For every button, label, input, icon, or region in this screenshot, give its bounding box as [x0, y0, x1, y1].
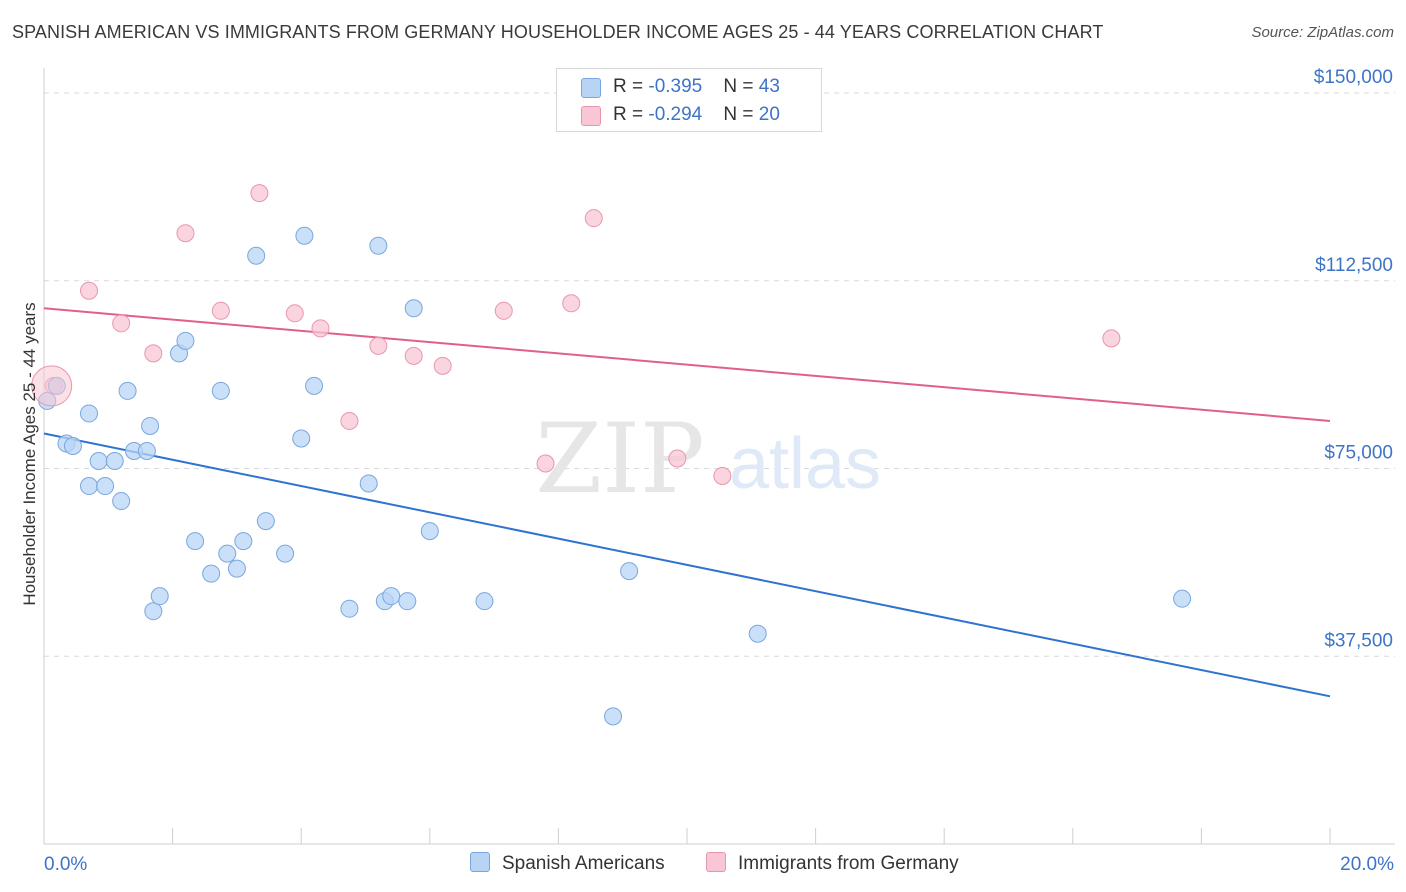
point-spanish-americans — [89, 452, 108, 470]
point-spanish-americans — [118, 381, 137, 400]
point-spanish-americans — [398, 592, 417, 611]
point-spanish-americans — [748, 624, 767, 643]
point-spanish-americans — [202, 564, 221, 583]
y-tick-label: $112,500 — [1315, 255, 1393, 276]
point-immigrants-germany — [713, 467, 732, 486]
point-spanish-americans — [369, 236, 388, 255]
bottom-legend-swatch-pink — [706, 852, 726, 872]
point-spanish-americans — [96, 477, 115, 496]
x-tick-label-min: 0.0% — [44, 854, 87, 875]
legend-text-pink: R = -0.294 N = 20 — [613, 104, 780, 125]
legend-r-value-blue: -0.395 — [648, 76, 703, 97]
point-immigrants-germany — [584, 209, 603, 228]
point-immigrants-germany — [433, 356, 452, 375]
point-spanish-americans — [340, 599, 359, 618]
point-immigrants-germany — [211, 301, 230, 320]
x-tick-label-max: 20.0% — [1340, 854, 1394, 875]
point-spanish-americans — [359, 474, 378, 493]
trendlines — [43, 307, 1331, 698]
point-spanish-americans — [186, 532, 205, 551]
point-immigrants-germany — [285, 304, 304, 323]
legend-swatch-pink — [581, 106, 601, 126]
legend-swatch-blue — [581, 78, 601, 98]
point-spanish-americans — [420, 522, 439, 541]
stats-legend: R = -0.395 N = 43 R = -0.294 N = 20 — [556, 68, 822, 132]
point-spanish-americans — [80, 477, 99, 496]
point-spanish-americans — [475, 592, 494, 611]
point-spanish-americans — [404, 299, 423, 318]
point-immigrants-germany — [80, 281, 99, 300]
bottom-legend-label-blue: Spanish Americans — [502, 853, 665, 874]
point-spanish-americans — [211, 381, 230, 400]
x-tick-labels: 0.0% 20.0% — [44, 854, 1394, 875]
point-immigrants-germany — [536, 454, 555, 473]
point-spanish-americans — [150, 587, 169, 606]
legend-n-value-blue: 43 — [758, 76, 780, 97]
point-immigrants-germany — [340, 411, 359, 430]
point-spanish-americans — [218, 544, 237, 563]
bottom-legend-label-pink: Immigrants from Germany — [738, 853, 959, 874]
point-spanish-americans — [63, 436, 82, 455]
point-immigrants-germany-large — [31, 365, 73, 407]
point-spanish-americans — [112, 492, 131, 511]
point-spanish-americans — [141, 416, 160, 435]
legend-n-value-pink: 20 — [758, 104, 780, 125]
point-immigrants-germany — [250, 184, 269, 203]
y-axis-label-wrap: Householder Income Ages 25 - 44 years — [16, 274, 44, 634]
source-attribution: Source: ZipAtlas.com — [1251, 24, 1394, 41]
y-tick-label: $150,000 — [1314, 67, 1393, 88]
point-spanish-americans — [620, 562, 639, 581]
y-tick-label: $75,000 — [1324, 443, 1393, 464]
point-immigrants-germany — [176, 224, 195, 243]
data-points — [31, 184, 1192, 726]
point-spanish-americans — [1173, 589, 1192, 608]
point-spanish-americans — [80, 404, 99, 423]
legend-text-blue: R = -0.395 N = 43 — [613, 76, 780, 97]
point-immigrants-germany — [1102, 329, 1121, 348]
point-spanish-americans — [144, 602, 163, 621]
bottom-legend-spanish-americans: Spanish Americans — [470, 852, 665, 875]
point-spanish-americans — [227, 559, 246, 578]
point-immigrants-germany — [144, 344, 163, 363]
point-spanish-americans — [292, 429, 311, 448]
point-spanish-americans — [295, 226, 314, 245]
point-spanish-americans — [382, 587, 401, 606]
legend-r-value-pink: -0.294 — [648, 104, 703, 125]
point-spanish-americans — [276, 544, 295, 563]
point-immigrants-germany — [369, 336, 388, 355]
point-spanish-americans — [105, 452, 124, 470]
watermark-atlas: atlas — [729, 424, 881, 504]
axes — [43, 68, 1395, 845]
y-tick-labels: $37,500 $75,000 $112,500 $150,000 — [1314, 67, 1393, 651]
bottom-legend-immigrants-germany: Immigrants from Germany — [706, 852, 959, 875]
point-spanish-americans — [137, 441, 156, 460]
point-spanish-americans — [176, 331, 195, 350]
point-immigrants-germany — [562, 294, 581, 313]
point-spanish-americans — [234, 532, 253, 551]
point-spanish-americans — [256, 512, 275, 531]
trendline-spanish-americans — [43, 432, 1331, 698]
point-immigrants-germany — [494, 301, 513, 320]
point-immigrants-germany — [311, 319, 330, 338]
point-spanish-americans — [305, 376, 324, 395]
chart-title: SPANISH AMERICAN VS IMMIGRANTS FROM GERM… — [12, 22, 1104, 42]
bottom-legend-swatch-blue — [470, 852, 490, 872]
point-immigrants-germany — [668, 449, 687, 468]
y-axis-label: Householder Income Ages 25 - 44 years — [20, 302, 39, 606]
trendline-immigrants-germany — [43, 307, 1331, 422]
point-immigrants-germany — [404, 346, 423, 365]
point-spanish-americans — [604, 707, 623, 726]
point-immigrants-germany — [112, 314, 131, 333]
y-tick-label: $37,500 — [1324, 630, 1393, 651]
point-spanish-americans — [247, 246, 266, 265]
